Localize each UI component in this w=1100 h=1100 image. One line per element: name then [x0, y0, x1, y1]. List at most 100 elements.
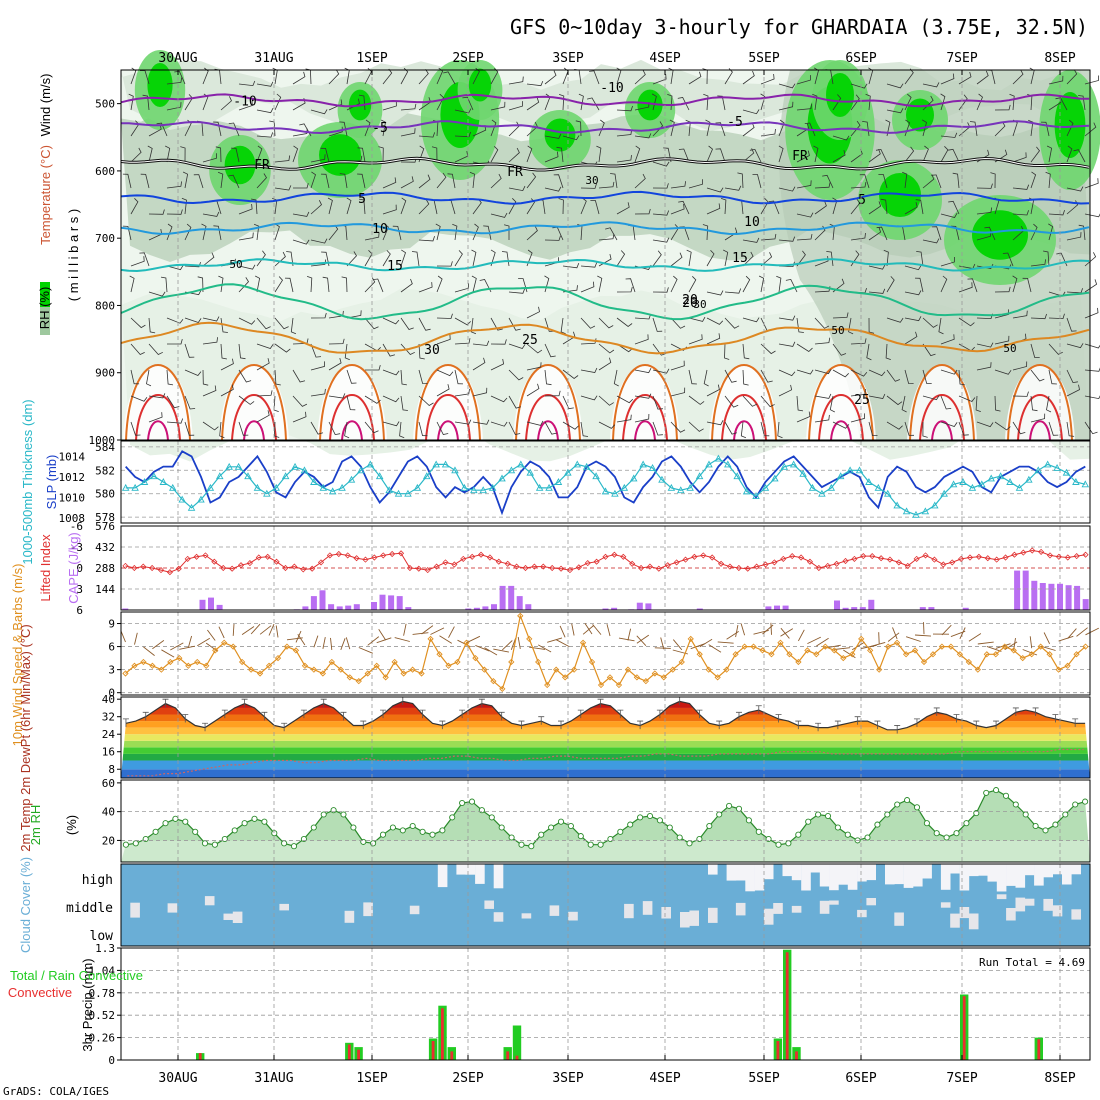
wind10m-point-89 — [920, 658, 928, 666]
upper-wind-barb-572 — [850, 389, 866, 397]
upper-wind-barb-199 — [378, 146, 384, 163]
upper-wind-barb-326 — [544, 186, 562, 192]
date-top-2SEP: 2SEP — [452, 51, 483, 66]
wind10m-point-45 — [526, 635, 533, 643]
upper-wind-barb-321 — [526, 420, 544, 426]
wind10m-barb-105 — [1067, 628, 1077, 639]
upper-wind-barb-634 — [931, 174, 942, 189]
thickness-point-68 — [761, 483, 770, 491]
cape-bar-112 — [1082, 599, 1089, 610]
thickness-point-10 — [216, 472, 224, 480]
cloud-mid-89 — [950, 913, 960, 928]
li-ytick-4: -6 — [70, 520, 83, 533]
wind10m-point-81 — [849, 651, 856, 658]
lifted-index-point-94 — [958, 555, 965, 562]
upper-wind-barb-365 — [587, 97, 600, 111]
upper-wind-barb-562 — [850, 120, 861, 137]
upper-wind-barb-653 — [958, 317, 975, 327]
wind10m-point-75 — [795, 658, 802, 666]
warm-cell-30-5 — [612, 364, 678, 441]
upper-wind-barb-149 — [310, 312, 327, 319]
upper-wind-barb-80 — [220, 343, 227, 360]
rh2m-point-53 — [646, 812, 654, 820]
rh2m-point-39 — [508, 834, 515, 841]
lifted-index-point-67 — [718, 560, 725, 567]
upper-wind-barb-236 — [418, 395, 434, 406]
upper-wind-barb-514 — [778, 341, 796, 347]
wind10m-point-88 — [911, 647, 919, 654]
cape-bar-24 — [328, 604, 335, 610]
upper-wind-barb-452 — [706, 187, 724, 193]
date-top-5SEP: 5SEP — [748, 51, 779, 66]
wind10m-barb-48 — [555, 639, 570, 647]
thickness-point-69 — [771, 474, 779, 482]
upper-wind-barb-630 — [940, 73, 955, 85]
thickness-point-83 — [902, 507, 911, 515]
upper-wind-barb-405 — [634, 413, 650, 423]
upper-wind-barb-306 — [508, 395, 522, 409]
upper-wind-barb-35 — [166, 265, 184, 271]
upper-wind-barb-232 — [418, 282, 433, 293]
upper-wind-barb-590 — [885, 119, 891, 137]
cloud-mid-24 — [344, 910, 355, 923]
wind10m-point-37 — [454, 658, 461, 666]
wind10m-barb-52 — [584, 623, 593, 635]
rh2m-point-64 — [755, 828, 762, 835]
thickness-point-17 — [281, 472, 290, 480]
lifted-index-point-75 — [789, 553, 796, 560]
cape-bar-23 — [319, 590, 326, 610]
upper-wind-barb-717 — [1046, 145, 1053, 163]
li-ytick-3: -3 — [70, 541, 83, 554]
wind10m-barb-40 — [484, 647, 498, 656]
upper-wind-barb-642 — [940, 395, 952, 410]
wind10m-barb-2 — [143, 646, 155, 656]
temp-minmax-82 — [933, 707, 940, 716]
warm-cell-40-5 — [634, 420, 656, 441]
rh2m-point-22 — [340, 811, 347, 818]
cloud-high-75 — [819, 864, 830, 887]
rh2m-point-68 — [795, 831, 802, 838]
lifted-index-point-6 — [175, 565, 182, 572]
upper-wind-barb-340 — [553, 174, 564, 189]
upper-wind-barb-460 — [706, 384, 720, 397]
cloud-high-63 — [708, 864, 718, 875]
lifted-index-point-0 — [122, 562, 129, 569]
lifted-index-point-90 — [922, 552, 929, 559]
upper-wind-barb-63 — [202, 252, 215, 267]
li-ytick-2: 0 — [76, 562, 83, 575]
lifted-index-point-48 — [549, 564, 556, 572]
rh2m-point-16 — [281, 840, 288, 847]
upper-wind-barb-230 — [418, 235, 435, 242]
upper-wind-barb-72 — [213, 121, 222, 137]
rh2m-point-91 — [1022, 811, 1029, 818]
upper-wind-barb-92 — [238, 277, 250, 293]
rh2m-point-34 — [459, 799, 466, 807]
thickness-point-65 — [733, 472, 741, 480]
wind10m-barb-60 — [660, 637, 665, 650]
upper-wind-barb-719 — [1048, 209, 1065, 216]
cape-bar-41 — [473, 607, 480, 610]
upper-wind-barb-281 — [490, 101, 506, 111]
upper-wind-barb-623 — [916, 251, 924, 267]
upper-wind-barb-489 — [740, 421, 747, 439]
upper-wind-barb-473 — [724, 369, 737, 383]
wind10m-barb-35 — [439, 635, 453, 644]
lifted-index-point-83 — [860, 553, 867, 560]
thickness-point-98 — [1043, 460, 1052, 468]
wind10m-point-92 — [947, 643, 955, 650]
upper-wind-barb-682 — [994, 335, 1010, 345]
temp-line — [125, 700, 1086, 731]
thickness-point-56 — [648, 464, 657, 471]
wind10m-point-7 — [185, 662, 192, 669]
upper-wind-barb-666 — [967, 278, 978, 293]
upper-wind-barb-703 — [1030, 146, 1041, 163]
cloud-high-102 — [1071, 864, 1081, 875]
rh-blob-high-8 — [826, 73, 854, 117]
wind10m-point-49 — [561, 674, 569, 681]
upper-wind-barb-620 — [922, 174, 935, 189]
temp-minmax-58 — [696, 709, 703, 719]
upper-wind-barb-258 — [452, 223, 458, 241]
thickness-point-6 — [178, 495, 186, 503]
upper-wind-barb-297 — [508, 147, 520, 163]
